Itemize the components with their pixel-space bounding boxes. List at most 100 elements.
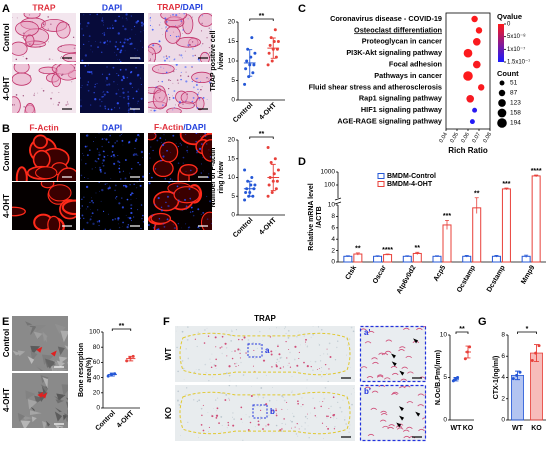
bar xyxy=(373,255,383,263)
texture xyxy=(97,46,99,49)
texture xyxy=(192,96,195,99)
texture xyxy=(130,207,133,210)
texture xyxy=(151,28,154,31)
texture xyxy=(98,151,100,153)
texture xyxy=(58,356,68,364)
texture xyxy=(276,413,277,415)
texture xyxy=(275,362,278,364)
row-label: 4-OHT xyxy=(2,194,11,218)
texture xyxy=(191,65,193,68)
legend-bubble xyxy=(499,80,505,86)
texture xyxy=(101,73,104,75)
texture xyxy=(294,345,297,348)
texture xyxy=(289,366,292,368)
texture xyxy=(245,414,247,416)
legend-swatch xyxy=(377,181,385,187)
texture xyxy=(293,358,296,361)
texture xyxy=(268,399,271,402)
micrograph xyxy=(12,64,76,113)
texture xyxy=(312,326,314,327)
texture xyxy=(398,349,405,352)
texture xyxy=(87,70,89,73)
texture xyxy=(324,363,327,366)
texture xyxy=(391,372,399,376)
texture xyxy=(81,59,83,62)
significance-bracket xyxy=(517,331,537,334)
texture xyxy=(257,406,259,408)
texture xyxy=(132,153,135,157)
texture xyxy=(197,208,200,211)
x-tick-label: Ocstamp xyxy=(456,264,477,293)
texture xyxy=(403,327,410,330)
texture xyxy=(101,96,103,98)
texture xyxy=(200,45,202,47)
texture xyxy=(166,218,169,221)
texture xyxy=(111,151,114,153)
texture xyxy=(103,155,106,158)
texture xyxy=(42,421,47,428)
texture xyxy=(296,336,298,338)
texture xyxy=(328,342,331,345)
texture xyxy=(80,87,82,88)
texture xyxy=(351,403,353,406)
texture xyxy=(323,393,325,395)
texture xyxy=(231,329,232,331)
texture xyxy=(218,422,220,424)
texture xyxy=(86,25,88,27)
x-tick-label: KO xyxy=(463,425,474,432)
texture xyxy=(127,91,129,93)
texture xyxy=(130,167,133,170)
x-tick-label: 4-OHT xyxy=(258,101,278,121)
texture xyxy=(254,406,256,408)
texture xyxy=(180,435,182,436)
texture xyxy=(195,83,198,86)
texture xyxy=(198,368,200,371)
y-axis-label: TRAP positive cell xyxy=(210,30,217,91)
texture xyxy=(292,415,295,418)
texture xyxy=(151,214,154,217)
micrograph xyxy=(80,64,144,113)
texture xyxy=(166,149,168,152)
texture xyxy=(337,401,339,403)
texture xyxy=(165,27,166,29)
texture xyxy=(195,369,197,371)
texture xyxy=(208,47,210,49)
texture xyxy=(239,352,241,354)
data-point xyxy=(270,59,274,63)
texture xyxy=(418,428,425,432)
texture xyxy=(260,416,262,418)
texture xyxy=(89,220,91,222)
texture xyxy=(208,426,210,429)
texture xyxy=(52,359,61,371)
significance-label: ** xyxy=(355,246,361,253)
texture xyxy=(279,367,282,369)
texture xyxy=(102,150,105,152)
texture xyxy=(204,329,206,331)
texture xyxy=(90,215,92,217)
texture xyxy=(177,222,180,225)
texture xyxy=(329,412,331,414)
row-label: Control xyxy=(2,23,11,51)
legend-bubble xyxy=(498,99,506,107)
data-point xyxy=(274,187,278,191)
texture xyxy=(180,54,183,57)
roi-label: a xyxy=(265,346,270,355)
texture xyxy=(84,64,87,67)
texture xyxy=(305,338,307,341)
data-point xyxy=(250,36,254,40)
image-header-part: F-Actin xyxy=(154,122,183,132)
texture xyxy=(240,418,243,420)
texture xyxy=(125,185,128,188)
texture xyxy=(100,51,103,54)
texture xyxy=(271,387,273,388)
texture xyxy=(187,326,189,328)
texture xyxy=(304,428,306,430)
texture xyxy=(238,338,240,341)
image-header: DAPI xyxy=(102,122,122,132)
texture xyxy=(126,76,129,79)
texture xyxy=(39,46,41,48)
texture xyxy=(302,403,304,406)
texture xyxy=(136,187,138,189)
texture xyxy=(148,173,151,175)
texture xyxy=(141,218,143,220)
